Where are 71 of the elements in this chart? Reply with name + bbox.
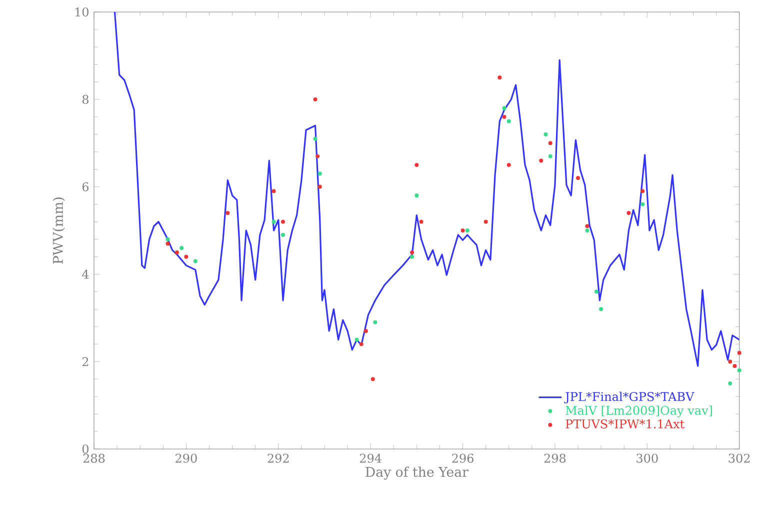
point xyxy=(502,106,506,110)
point xyxy=(640,189,645,194)
legend-label: JPL*Final*GPS*TABV xyxy=(564,392,694,404)
x-tick-label: 294 xyxy=(360,454,382,463)
x-tick-label: 288 xyxy=(83,454,105,463)
point xyxy=(737,350,742,355)
point xyxy=(410,250,414,254)
point xyxy=(313,136,318,141)
point xyxy=(370,377,375,382)
point xyxy=(280,232,285,237)
point xyxy=(318,172,322,176)
point xyxy=(272,220,276,224)
y-tick-label: 0 xyxy=(82,444,88,454)
point xyxy=(313,97,318,102)
point xyxy=(184,254,188,259)
point xyxy=(728,360,732,364)
y-axis-title: PWV(mm) xyxy=(52,198,65,264)
point xyxy=(548,154,552,158)
point xyxy=(180,246,184,250)
point xyxy=(414,194,419,198)
point xyxy=(166,242,170,246)
x-tick-label: 296 xyxy=(452,454,474,463)
x-tick-label: 298 xyxy=(544,454,566,463)
point xyxy=(410,254,414,259)
point xyxy=(364,328,368,333)
point xyxy=(359,342,364,346)
point xyxy=(539,158,544,163)
point xyxy=(414,162,419,167)
legend-label: PTUVS*IPW*1.1Axt xyxy=(566,419,685,428)
point xyxy=(354,338,359,342)
point xyxy=(548,141,552,146)
point xyxy=(465,228,470,232)
point xyxy=(280,220,285,224)
point xyxy=(728,381,732,386)
point xyxy=(174,250,179,254)
point xyxy=(506,162,511,167)
point xyxy=(272,189,276,194)
point xyxy=(419,220,424,224)
point xyxy=(166,237,170,242)
point xyxy=(732,364,737,368)
legend-label: MalV [Lm2009]Oay vav] xyxy=(566,406,712,418)
x-tick-label: 290 xyxy=(176,454,197,463)
point xyxy=(576,176,580,180)
x-tick-label: 292 xyxy=(268,454,289,463)
point xyxy=(626,211,631,216)
point xyxy=(585,228,590,232)
point xyxy=(484,220,488,224)
line-series xyxy=(114,12,740,367)
point xyxy=(585,224,590,228)
point xyxy=(318,184,322,189)
point xyxy=(226,211,230,216)
y-tick-label: 8 xyxy=(82,94,88,104)
y-tick-label: 2 xyxy=(82,357,88,366)
point xyxy=(502,114,506,119)
point xyxy=(506,119,511,124)
point xyxy=(737,368,742,372)
point xyxy=(460,228,465,232)
point xyxy=(599,307,604,312)
point xyxy=(193,259,198,264)
y-tick-label: 4 xyxy=(82,270,89,279)
x-tick-label: 300 xyxy=(636,454,658,463)
point xyxy=(316,154,320,158)
x-axis-title: Day of the Year xyxy=(366,466,468,480)
y-tick-label: 10 xyxy=(75,7,88,17)
point xyxy=(373,320,378,324)
point xyxy=(544,132,548,136)
point xyxy=(594,290,598,294)
point xyxy=(640,202,645,206)
point xyxy=(498,76,502,80)
y-tick-label: 6 xyxy=(82,182,89,192)
x-tick-label: 302 xyxy=(728,454,750,463)
